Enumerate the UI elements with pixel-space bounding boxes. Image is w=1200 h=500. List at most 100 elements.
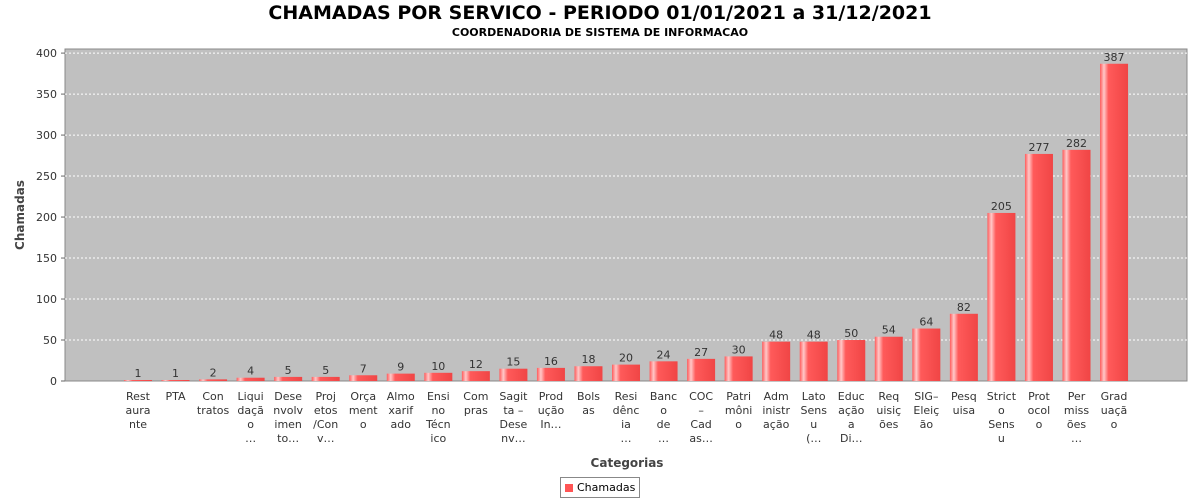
bar [912, 328, 941, 381]
bar [424, 372, 453, 381]
x-tick-label: Lato Sens u (… [800, 390, 827, 445]
data-label: 48 [807, 329, 821, 342]
bar [499, 368, 528, 381]
x-tick-label: Banc o de… [650, 390, 677, 445]
x-tick-label: COC – Cad as… [689, 390, 713, 445]
x-tick-label: Per miss ões… [1064, 390, 1090, 445]
bar [837, 340, 866, 381]
data-label: 30 [732, 343, 746, 356]
x-axis-title: Categorias [591, 456, 664, 470]
x-tick-label: Grad uaçã o [1101, 390, 1128, 431]
data-label: 1 [135, 367, 142, 380]
y-tick-label: 300 [36, 129, 57, 142]
bar [236, 377, 265, 381]
bar [649, 361, 678, 381]
x-tick-label: Bols as [577, 390, 600, 417]
y-tick-label: 50 [43, 334, 57, 347]
bar [161, 380, 190, 381]
x-tick-label: Con tratos [197, 390, 230, 417]
data-label: 5 [322, 364, 329, 377]
data-label: 205 [991, 200, 1012, 213]
grid-lines [65, 52, 1187, 341]
bar [687, 358, 716, 381]
x-tick-label: Rest aura nte [126, 390, 151, 431]
data-label: 1 [172, 367, 179, 380]
bar [1100, 63, 1129, 381]
x-tick-label: Pesq uisa [951, 390, 977, 417]
bar [349, 375, 378, 381]
bar [574, 366, 603, 381]
data-label: 64 [919, 316, 933, 329]
data-label: 282 [1066, 137, 1087, 150]
bar [461, 371, 490, 381]
data-label: 5 [285, 364, 292, 377]
data-label: 82 [957, 301, 971, 314]
x-tick-label: Prot ocol o [1028, 390, 1051, 431]
chart-subtitle: COORDENADORIA DE SISTEMA DE INFORMACAO [451, 26, 749, 39]
bar [724, 356, 753, 381]
bar [762, 341, 791, 381]
legend-label: Chamadas [577, 481, 636, 494]
y-axis-title: Chamadas [13, 180, 27, 250]
legend: Chamadas [560, 477, 641, 498]
bar [386, 373, 415, 381]
data-label: 387 [1104, 51, 1125, 64]
legend-swatch [565, 483, 573, 492]
y-tick-label: 400 [36, 47, 57, 60]
data-label: 15 [506, 356, 520, 369]
y-tick-label: 100 [36, 293, 57, 306]
data-label: 4 [247, 365, 254, 378]
bar [799, 341, 828, 381]
y-tick-label: 350 [36, 88, 57, 101]
data-label: 2 [210, 366, 217, 379]
x-tick-label: Almo xarif ado [387, 390, 415, 431]
x-tick-label: Proj etos/Con v… [313, 390, 338, 445]
data-label: 18 [581, 353, 595, 366]
data-label: 277 [1028, 141, 1049, 154]
bar [536, 367, 565, 381]
bar [124, 380, 152, 381]
data-label: 9 [397, 361, 404, 374]
x-tick-label: Ensi no Técn ico [425, 390, 451, 445]
chart-title: CHAMADAS POR SERVICO - PERIODO 01/01/202… [268, 2, 932, 24]
x-tick-label: SIG– Eleiç ão [913, 390, 939, 431]
y-tick-label: 200 [36, 211, 57, 224]
data-label: 12 [469, 358, 483, 371]
bar [987, 212, 1016, 381]
data-label: 50 [844, 327, 858, 340]
x-tick-label: Com pras [463, 390, 488, 417]
bar [311, 376, 340, 381]
bar [612, 364, 641, 381]
x-tick-label: Orça ment o [349, 390, 378, 431]
x-tick-label: Strict o Sens u [987, 390, 1017, 445]
plot-area [64, 48, 1188, 382]
bars [124, 63, 1129, 381]
data-label: 10 [431, 360, 445, 373]
x-tick-label: Adm inistr ação [762, 390, 790, 431]
data-label: 16 [544, 355, 558, 368]
x-tick-label: Resi dênc ia… [613, 390, 640, 445]
x-tick-label: Req uisiç ões [876, 390, 901, 431]
x-tick-label: Patri môni o [725, 390, 752, 431]
bar [199, 379, 228, 381]
bar [1062, 149, 1091, 381]
x-tick-label: Sagit ta – Dese nv… [499, 390, 528, 445]
bar [1024, 153, 1053, 381]
y-tick-label: 150 [36, 252, 57, 265]
y-axis: 0 50 100 150 200 250 300 350 400 [36, 47, 65, 388]
data-label: 24 [657, 348, 671, 361]
y-tick-label: 250 [36, 170, 57, 183]
data-label: 48 [769, 329, 783, 342]
bar [949, 313, 978, 381]
x-tick-label: Prod ução In… [538, 390, 565, 431]
y-tick-label: 0 [50, 375, 57, 388]
x-tick-label: Dese nvolv imen to… [273, 390, 303, 445]
x-tick-label: PTA [166, 390, 186, 403]
data-label: 27 [694, 346, 708, 359]
x-axis: Rest aura nte PTA Con tratos Liqui daçã o … Dese nv… [126, 390, 1128, 445]
data-label: 7 [360, 362, 367, 375]
x-tick-label: Educ ação a Di… [838, 390, 865, 445]
bar [274, 376, 303, 381]
